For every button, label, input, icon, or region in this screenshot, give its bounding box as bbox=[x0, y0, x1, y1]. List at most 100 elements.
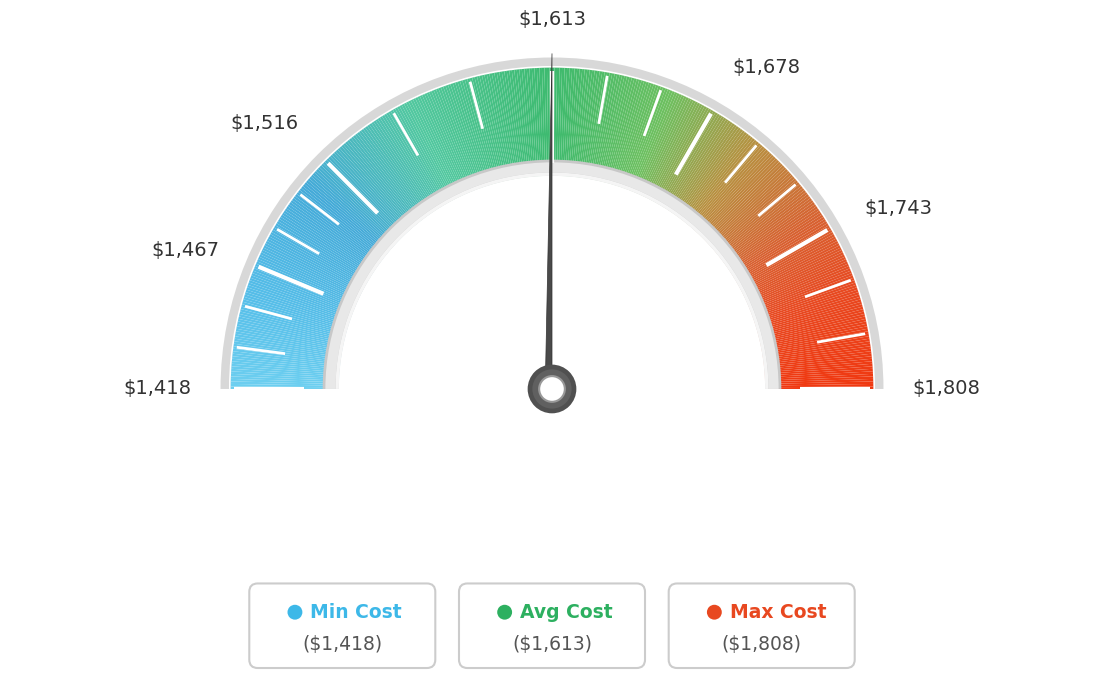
Wedge shape bbox=[415, 97, 463, 196]
Wedge shape bbox=[297, 192, 383, 259]
Wedge shape bbox=[758, 311, 864, 339]
Wedge shape bbox=[721, 194, 809, 261]
Wedge shape bbox=[467, 79, 498, 184]
Wedge shape bbox=[754, 285, 857, 322]
Wedge shape bbox=[378, 118, 438, 210]
Wedge shape bbox=[243, 299, 348, 331]
Wedge shape bbox=[711, 175, 793, 248]
Wedge shape bbox=[755, 290, 859, 325]
Wedge shape bbox=[720, 190, 806, 258]
Wedge shape bbox=[559, 68, 564, 176]
Wedge shape bbox=[622, 85, 658, 188]
Wedge shape bbox=[391, 110, 446, 205]
Wedge shape bbox=[765, 366, 872, 375]
Wedge shape bbox=[463, 80, 495, 184]
Wedge shape bbox=[328, 157, 405, 236]
Wedge shape bbox=[382, 115, 440, 208]
Wedge shape bbox=[713, 179, 796, 250]
Wedge shape bbox=[270, 232, 367, 286]
Wedge shape bbox=[558, 68, 562, 176]
Wedge shape bbox=[615, 82, 649, 186]
Wedge shape bbox=[751, 273, 852, 314]
Wedge shape bbox=[712, 177, 795, 249]
Wedge shape bbox=[764, 362, 872, 372]
Wedge shape bbox=[552, 68, 554, 176]
Wedge shape bbox=[763, 348, 871, 364]
Text: Max Cost: Max Cost bbox=[730, 602, 826, 622]
Wedge shape bbox=[764, 356, 872, 369]
Wedge shape bbox=[765, 384, 873, 387]
Wedge shape bbox=[581, 70, 597, 178]
Wedge shape bbox=[578, 70, 595, 178]
Wedge shape bbox=[716, 184, 802, 255]
Wedge shape bbox=[698, 155, 774, 235]
Wedge shape bbox=[709, 171, 789, 246]
Wedge shape bbox=[731, 215, 824, 275]
Wedge shape bbox=[248, 280, 351, 318]
Wedge shape bbox=[298, 190, 384, 258]
Wedge shape bbox=[491, 73, 513, 179]
Wedge shape bbox=[765, 374, 873, 381]
Wedge shape bbox=[450, 83, 486, 187]
Wedge shape bbox=[233, 351, 340, 366]
Wedge shape bbox=[424, 93, 469, 193]
Wedge shape bbox=[295, 194, 383, 261]
Wedge shape bbox=[752, 275, 853, 315]
Wedge shape bbox=[434, 89, 475, 191]
Wedge shape bbox=[277, 221, 370, 279]
Wedge shape bbox=[658, 110, 713, 205]
Wedge shape bbox=[279, 217, 372, 276]
Wedge shape bbox=[236, 328, 342, 351]
Wedge shape bbox=[742, 243, 839, 294]
Wedge shape bbox=[764, 359, 872, 371]
Wedge shape bbox=[448, 84, 485, 188]
Wedge shape bbox=[278, 219, 371, 277]
Wedge shape bbox=[763, 339, 870, 357]
Wedge shape bbox=[728, 206, 818, 269]
Wedge shape bbox=[701, 160, 779, 238]
Wedge shape bbox=[540, 68, 545, 176]
Wedge shape bbox=[714, 180, 798, 252]
Wedge shape bbox=[705, 166, 785, 242]
Wedge shape bbox=[251, 275, 352, 315]
Wedge shape bbox=[697, 153, 772, 234]
Wedge shape bbox=[763, 344, 870, 361]
Wedge shape bbox=[306, 180, 390, 252]
Wedge shape bbox=[754, 287, 858, 323]
Wedge shape bbox=[316, 169, 396, 244]
Wedge shape bbox=[764, 364, 872, 374]
Wedge shape bbox=[231, 386, 339, 389]
Wedge shape bbox=[221, 57, 883, 389]
Wedge shape bbox=[587, 72, 607, 179]
Wedge shape bbox=[660, 112, 718, 206]
Wedge shape bbox=[479, 75, 506, 181]
Wedge shape bbox=[624, 87, 664, 189]
Wedge shape bbox=[371, 122, 434, 213]
Wedge shape bbox=[604, 77, 631, 183]
Wedge shape bbox=[393, 108, 448, 204]
Wedge shape bbox=[386, 112, 444, 206]
Wedge shape bbox=[406, 101, 457, 199]
Wedge shape bbox=[687, 140, 757, 225]
Wedge shape bbox=[715, 182, 799, 253]
Wedge shape bbox=[368, 125, 431, 215]
Wedge shape bbox=[373, 121, 435, 212]
Wedge shape bbox=[765, 386, 873, 389]
Wedge shape bbox=[744, 250, 842, 298]
Wedge shape bbox=[237, 322, 343, 346]
Wedge shape bbox=[673, 125, 736, 215]
Wedge shape bbox=[654, 106, 707, 202]
Wedge shape bbox=[285, 208, 375, 270]
Wedge shape bbox=[265, 243, 362, 294]
Wedge shape bbox=[752, 278, 854, 317]
Wedge shape bbox=[679, 130, 745, 219]
Wedge shape bbox=[527, 68, 537, 177]
Wedge shape bbox=[232, 359, 340, 371]
Wedge shape bbox=[427, 92, 470, 193]
Wedge shape bbox=[361, 129, 427, 217]
Wedge shape bbox=[740, 237, 836, 289]
Wedge shape bbox=[544, 68, 549, 176]
Wedge shape bbox=[745, 252, 843, 299]
Wedge shape bbox=[231, 374, 339, 381]
Wedge shape bbox=[289, 202, 379, 266]
